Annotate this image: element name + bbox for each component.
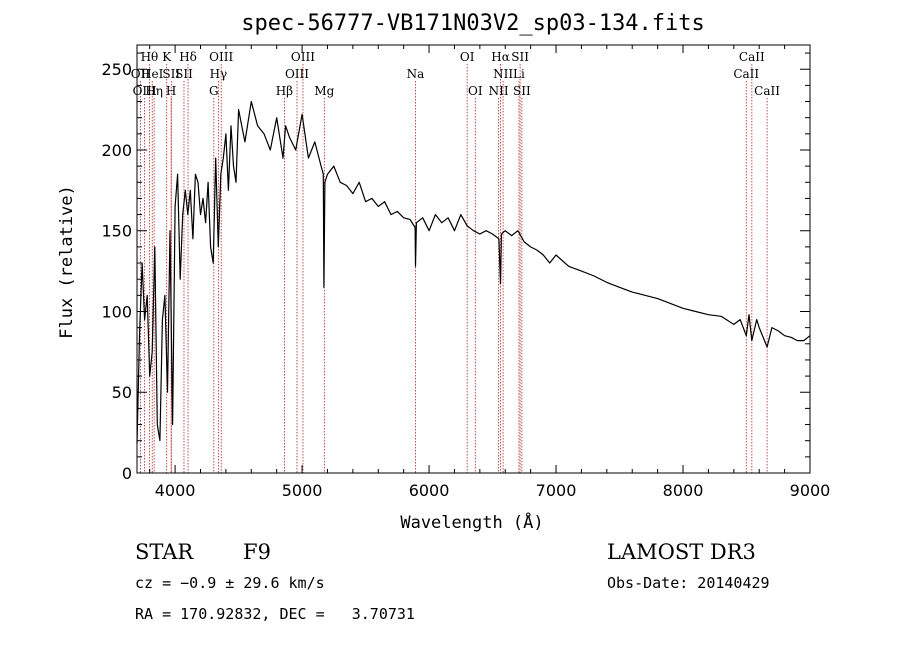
spectral-line-label: CaII (739, 50, 765, 64)
spectral-line-label: OIII (133, 84, 157, 98)
spectral-line-label: OI (460, 50, 475, 64)
spectral-line-label: OIII (291, 50, 315, 64)
spectral-line-label: Hα (491, 50, 510, 64)
x-axis-ticks: 4000 5000 6000 7000 8000 9000 (149, 45, 831, 500)
spectral-line-label: K (162, 50, 172, 64)
y-tick-label: 250 (101, 60, 132, 79)
survey-name: LAMOST DR3 (607, 540, 756, 564)
x-axis-label: Wavelength (Å) (400, 511, 543, 533)
spectrum-line (136, 100, 811, 444)
spectral-line-label: Hγ (210, 67, 228, 81)
spectral-line-label: G (209, 84, 219, 98)
y-axis-ticks: 0 50 100 150 200 250 (101, 52, 810, 483)
spectral-line-label: Hδ (179, 50, 197, 64)
x-tick-label: 8000 (663, 481, 704, 500)
spectral-line-label: OI (468, 84, 483, 98)
spectral-line-label: Mg (314, 84, 334, 98)
spectral-line-label: SII (511, 50, 529, 64)
spectral-line-label: OIII (209, 50, 233, 64)
x-tick-label: 6000 (409, 481, 450, 500)
y-tick-label: 0 (122, 464, 132, 483)
spectral-line-label: Na (407, 67, 425, 81)
chart-title: spec-56777-VB171N03V2_sp03-134.fits (241, 11, 705, 36)
obs-date: Obs-Date: 20140429 (607, 574, 770, 592)
y-tick-label: 150 (101, 222, 132, 241)
x-tick-label: 7000 (536, 481, 577, 500)
object-class: STAR (135, 540, 194, 564)
spectral-line-label: SII (162, 67, 180, 81)
y-tick-label: 50 (112, 383, 132, 402)
spectral-line-labels: HθOIIHeIOIIIHηKSIIHHδSIIOIIIHγGOIIIOIIIH… (131, 50, 780, 98)
y-axis-label: Flux (relative) (57, 185, 77, 339)
spectral-line-label: SII (175, 67, 193, 81)
object-subclass: F9 (243, 540, 271, 564)
spectral-line-label: NII (493, 67, 513, 81)
spectral-line-label: OIII (285, 67, 309, 81)
redshift-text: cz = −0.9 ± 29.6 km/s (135, 574, 325, 592)
x-tick-label: 5000 (282, 481, 323, 500)
coordinates: RA = 170.92832, DEC = 3.70731 (135, 605, 415, 623)
spectral-line-label: NII (489, 84, 509, 98)
y-tick-label: 200 (101, 141, 132, 160)
spectral-line-label: Hβ (276, 84, 293, 98)
spectral-line-markers (140, 64, 768, 473)
spectral-line-label: CaII (733, 67, 759, 81)
spectral-line-label: HeI (141, 67, 164, 81)
spectral-line-label: CaII (754, 84, 780, 98)
spectral-line-label: Li (513, 67, 525, 81)
spectral-line-label: OII (131, 67, 151, 81)
y-tick-label: 100 (101, 302, 132, 321)
x-tick-label: 9000 (790, 481, 831, 500)
plot-frame (136, 44, 811, 474)
spectral-line-label: Hη (145, 84, 163, 98)
spectral-line-label: SII (513, 84, 531, 98)
x-tick-label: 4000 (155, 481, 196, 500)
spectral-line-label: H (166, 84, 176, 98)
spectral-line-label: Hθ (141, 50, 159, 64)
